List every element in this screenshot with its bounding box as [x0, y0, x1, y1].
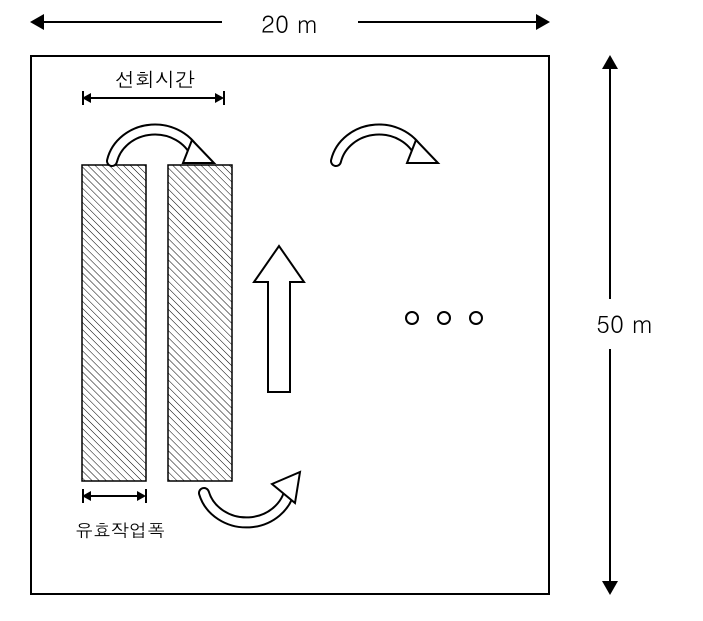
- arc-arrows: [0, 0, 703, 621]
- dot-3: [469, 311, 483, 325]
- dot-1: [405, 311, 419, 325]
- diagram-root: 20 m 50 m 선회시간 유효작업: [0, 0, 703, 621]
- dot-2: [437, 311, 451, 325]
